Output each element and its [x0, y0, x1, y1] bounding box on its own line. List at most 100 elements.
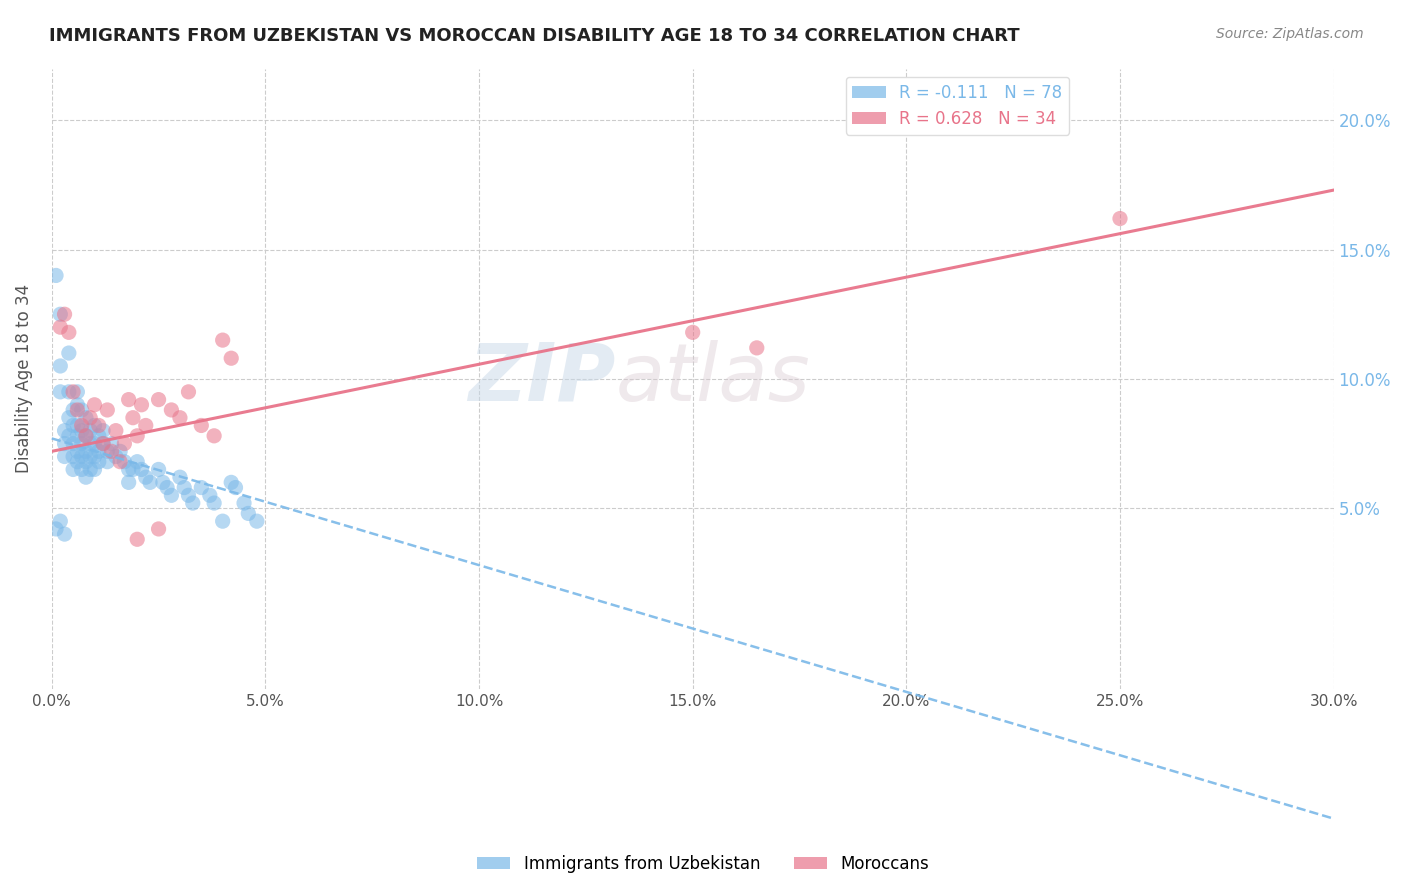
Point [66, 398, 89, 412]
Point [100, 436, 122, 450]
Point [96, 444, 118, 458]
Point [152, 475, 174, 490]
Point [75, 429, 97, 443]
Point [83, 398, 105, 412]
Point [104, 424, 127, 438]
Point [173, 481, 195, 495]
Point [100, 444, 122, 458]
Point [91, 436, 114, 450]
Point [70, 450, 93, 464]
Point [135, 470, 157, 484]
Point [49, 384, 72, 399]
Point [66, 444, 89, 458]
Point [49, 307, 72, 321]
Point [83, 418, 105, 433]
Point [112, 455, 135, 469]
Point [198, 488, 221, 502]
Point [58, 384, 80, 399]
Point [148, 462, 170, 476]
Point [160, 403, 183, 417]
Point [87, 429, 110, 443]
Point [62, 436, 84, 450]
Point [75, 470, 97, 484]
Point [238, 507, 260, 521]
Point [66, 455, 89, 469]
Point [224, 481, 246, 495]
Point [190, 481, 212, 495]
Point [58, 326, 80, 340]
Point [233, 496, 256, 510]
Point [70, 462, 93, 476]
Point [181, 496, 204, 510]
Point [75, 455, 97, 469]
Legend: R = -0.111   N = 78, R = 0.628   N = 34: R = -0.111 N = 78, R = 0.628 N = 34 [846, 77, 1069, 135]
Point [219, 475, 242, 490]
Point [70, 436, 93, 450]
Point [118, 475, 141, 490]
Point [682, 326, 704, 340]
Point [118, 392, 141, 407]
Point [91, 424, 114, 438]
Point [87, 455, 110, 469]
Point [87, 418, 110, 433]
Point [211, 514, 233, 528]
Point [58, 429, 80, 443]
Point [75, 429, 97, 443]
Point [108, 444, 131, 458]
Point [79, 462, 101, 476]
Text: Source: ZipAtlas.com: Source: ZipAtlas.com [1216, 27, 1364, 41]
Point [66, 384, 89, 399]
Point [49, 320, 72, 334]
Point [79, 410, 101, 425]
Point [122, 462, 145, 476]
Point [190, 418, 212, 433]
Point [62, 418, 84, 433]
Point [83, 436, 105, 450]
Point [66, 429, 89, 443]
Point [104, 450, 127, 464]
Point [246, 514, 269, 528]
Point [62, 450, 84, 464]
Point [118, 462, 141, 476]
Point [87, 444, 110, 458]
Point [62, 384, 84, 399]
Point [148, 392, 170, 407]
Point [1109, 211, 1132, 226]
Point [177, 384, 200, 399]
Point [53, 527, 76, 541]
Point [70, 424, 93, 438]
Text: ZIP: ZIP [468, 340, 616, 418]
Point [127, 429, 149, 443]
Point [131, 398, 153, 412]
Point [160, 488, 183, 502]
Point [49, 359, 72, 373]
Point [122, 410, 145, 425]
Point [79, 436, 101, 450]
Point [139, 475, 162, 490]
Point [79, 424, 101, 438]
Point [83, 450, 105, 464]
Point [75, 444, 97, 458]
Point [53, 424, 76, 438]
Point [58, 410, 80, 425]
Point [79, 450, 101, 464]
Point [202, 429, 225, 443]
Legend: Immigrants from Uzbekistan, Moroccans: Immigrants from Uzbekistan, Moroccans [471, 848, 935, 880]
Point [83, 462, 105, 476]
Point [45, 268, 67, 283]
Point [156, 481, 179, 495]
Point [45, 522, 67, 536]
Point [75, 410, 97, 425]
Point [62, 462, 84, 476]
Point [169, 410, 191, 425]
Text: IMMIGRANTS FROM UZBEKISTAN VS MOROCCAN DISABILITY AGE 18 TO 34 CORRELATION CHART: IMMIGRANTS FROM UZBEKISTAN VS MOROCCAN D… [49, 27, 1019, 45]
Point [219, 351, 242, 366]
Point [112, 436, 135, 450]
Point [70, 403, 93, 417]
Point [53, 450, 76, 464]
Point [108, 455, 131, 469]
Point [62, 403, 84, 417]
Point [66, 418, 89, 433]
Point [745, 341, 768, 355]
Text: atlas: atlas [616, 340, 810, 418]
